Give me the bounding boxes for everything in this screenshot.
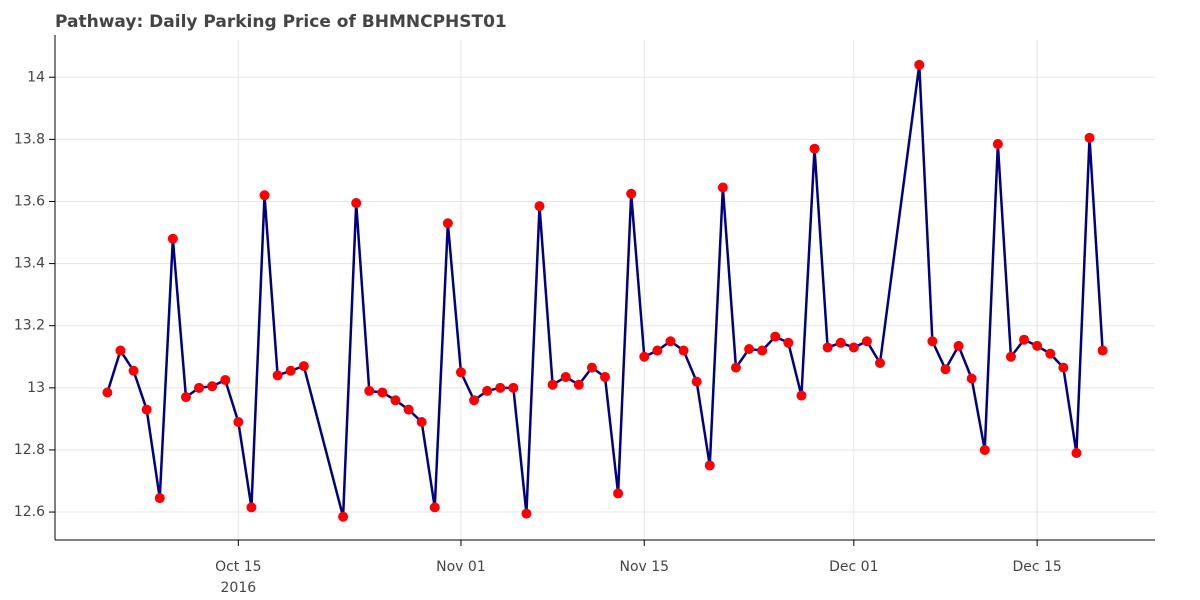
data-point xyxy=(102,387,113,398)
data-point xyxy=(1005,351,1016,362)
data-point xyxy=(875,357,885,368)
data-point xyxy=(573,379,584,390)
data-point xyxy=(128,365,139,376)
data-point xyxy=(914,59,925,70)
data-point xyxy=(586,362,597,373)
data-point xyxy=(665,336,676,347)
data-point xyxy=(809,143,820,154)
data-point xyxy=(442,218,453,229)
data-point xyxy=(560,371,571,382)
data-point xyxy=(822,342,833,353)
x-tick-label: Dec 15 xyxy=(1012,559,1061,575)
data-point xyxy=(966,373,977,384)
data-point xyxy=(351,198,362,209)
y-tick-label: 13.4 xyxy=(14,256,45,272)
data-point xyxy=(534,201,545,212)
data-point xyxy=(298,361,309,372)
data-point xyxy=(272,370,283,381)
data-point xyxy=(1071,448,1082,459)
data-point xyxy=(626,188,637,199)
data-point xyxy=(521,508,532,519)
data-point xyxy=(338,511,349,522)
data-point xyxy=(390,395,401,406)
data-point xyxy=(730,362,741,373)
data-point xyxy=(704,460,715,471)
data-point xyxy=(220,375,231,386)
x-tick-label: Dec 01 xyxy=(829,559,878,575)
data-point xyxy=(927,336,938,347)
x-tick-label: Nov 15 xyxy=(619,559,669,575)
data-point xyxy=(482,385,493,396)
x-tick-year: 2016 xyxy=(221,580,257,596)
data-point xyxy=(207,381,218,392)
data-point xyxy=(757,345,768,356)
data-point xyxy=(141,404,152,415)
y-tick-label: 12.6 xyxy=(14,504,45,520)
data-point xyxy=(979,444,990,455)
data-point xyxy=(180,392,191,403)
data-point xyxy=(744,344,755,355)
data-point xyxy=(469,395,480,406)
data-point xyxy=(835,337,846,348)
data-point xyxy=(194,382,205,393)
data-point xyxy=(1019,334,1030,345)
data-point xyxy=(1058,362,1069,373)
data-point xyxy=(115,345,126,356)
data-point xyxy=(1045,348,1056,359)
x-tick-label: Nov 01 xyxy=(436,559,486,575)
data-point xyxy=(783,337,794,348)
data-point xyxy=(652,345,663,356)
data-point xyxy=(508,382,519,393)
data-point xyxy=(796,390,807,401)
data-point xyxy=(848,342,859,353)
data-point xyxy=(613,488,624,499)
data-point xyxy=(377,387,388,398)
data-point xyxy=(547,379,558,390)
data-point xyxy=(770,331,781,342)
data-point xyxy=(1084,132,1095,143)
data-point xyxy=(691,376,702,387)
y-tick-label: 14 xyxy=(27,69,45,85)
data-point xyxy=(455,367,466,378)
data-point xyxy=(717,182,728,193)
data-point xyxy=(364,385,375,396)
y-tick-label: 13.6 xyxy=(14,193,45,209)
data-point xyxy=(403,404,414,415)
data-point xyxy=(1097,345,1108,356)
chart-title: Pathway: Daily Parking Price of BHMNCPHS… xyxy=(55,12,507,32)
data-point xyxy=(154,493,165,504)
x-tick-label: Oct 15 xyxy=(215,559,261,575)
y-tick-label: 13.8 xyxy=(14,131,45,147)
y-tick-label: 12.8 xyxy=(14,442,45,458)
y-tick-label: 13.2 xyxy=(14,318,45,334)
data-point xyxy=(600,371,610,382)
data-point xyxy=(495,382,506,393)
data-point xyxy=(259,190,270,201)
data-point xyxy=(940,364,951,375)
data-point xyxy=(639,351,650,362)
data-point xyxy=(992,139,1003,150)
data-point xyxy=(1032,340,1043,351)
data-point xyxy=(233,416,244,427)
series-line xyxy=(106,63,1104,518)
data-point xyxy=(167,233,178,244)
y-tick-label: 13 xyxy=(27,380,45,396)
data-point xyxy=(953,340,964,351)
data-point xyxy=(429,502,440,513)
data-point xyxy=(678,345,689,356)
data-point xyxy=(246,502,257,513)
data-point xyxy=(416,416,427,427)
data-point xyxy=(285,365,296,376)
data-point xyxy=(861,336,872,347)
